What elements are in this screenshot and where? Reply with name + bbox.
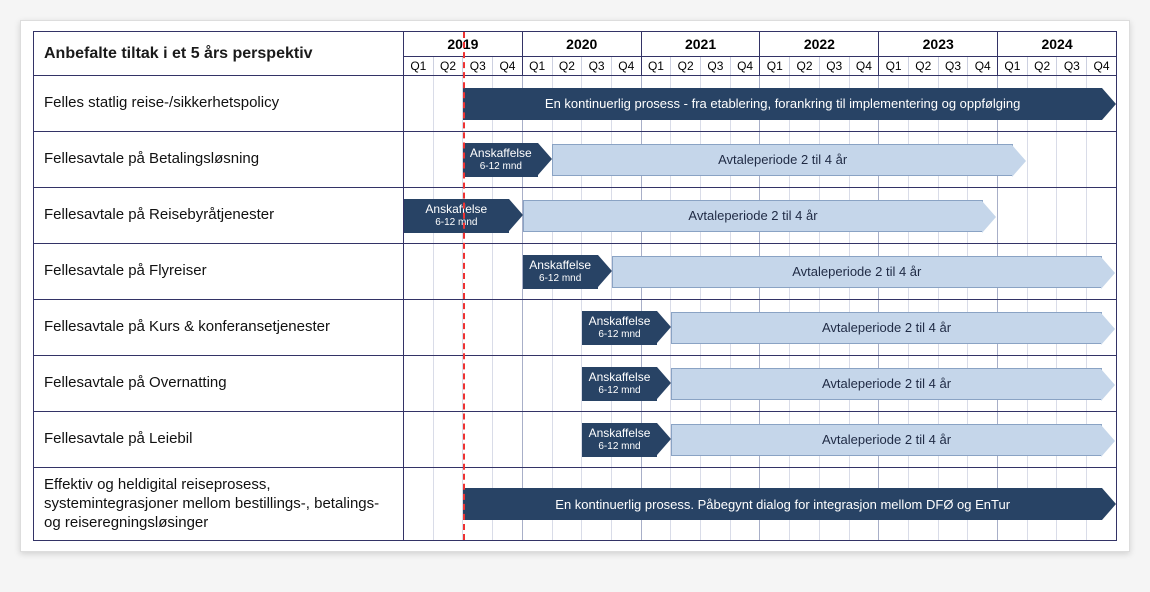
quarter-header: Q2 [434,57,464,75]
gantt-row: Fellesavtale på Kurs & konferansetjenest… [34,300,1116,356]
year-header: 2020 [523,32,642,56]
gantt-row-track: En kontinuerlig prosess. Påbegynt dialog… [404,468,1116,540]
gantt-bar-procurement: Anskaffelse6-12 mnd [404,199,509,233]
quarter-header: Q1 [760,57,790,75]
gantt-row-label: Felles statlig reise-/sikkerhetspolicy [34,76,404,131]
quarter-header: Q4 [493,57,523,75]
quarter-header: Q1 [404,57,434,75]
gantt-bar-contract: Avtaleperiode 2 til 4 år [671,424,1102,456]
quarter-header: Q4 [1087,57,1116,75]
gantt-row: Fellesavtale på LeiebilAnskaffelse6-12 m… [34,412,1116,468]
gantt-bar-contract: Avtaleperiode 2 til 4 år [523,200,984,232]
gantt-row: Fellesavtale på ReisebyråtjenesterAnskaf… [34,188,1116,244]
gantt-row-track: Anskaffelse6-12 mnd Avtaleperiode 2 til 4… [404,356,1116,411]
quarter-header: Q3 [820,57,850,75]
gantt-bar-contract: Avtaleperiode 2 til 4 år [671,368,1102,400]
gantt-row: Felles statlig reise-/sikkerhetspolicy En… [34,76,1116,132]
gantt-bar-procurement: Anskaffelse6-12 mnd [582,367,657,401]
gantt-row-track: Anskaffelse6-12 mnd Avtaleperiode 2 til 4… [404,300,1116,355]
quarter-header: Q2 [671,57,701,75]
quarter-header: Q1 [642,57,672,75]
quarter-header: Q2 [909,57,939,75]
gantt-row: Fellesavtale på FlyreiserAnskaffelse6-12… [34,244,1116,300]
gantt-row-track: Anskaffelse6-12 mnd Avtaleperiode 2 til 4… [404,188,1116,243]
gantt-bar-procurement: Anskaffelse6-12 mnd [463,143,538,177]
gantt-row-label: Fellesavtale på Betalingsløsning [34,132,404,187]
quarter-header: Q3 [463,57,493,75]
gantt-bar-procurement: Anskaffelse6-12 mnd [582,423,657,457]
gantt-row-label: Fellesavtale på Flyreiser [34,244,404,299]
gantt-row-label: Fellesavtale på Reisebyråtjenester [34,188,404,243]
quarter-header: Q3 [701,57,731,75]
year-header: 2022 [760,32,879,56]
gantt-bar-procurement: Anskaffelse6-12 mnd [582,311,657,345]
gantt-body: Felles statlig reise-/sikkerhetspolicy En… [34,76,1116,540]
gantt-title: Anbefalte tiltak i et 5 års perspektiv [34,32,404,75]
quarter-header: Q4 [968,57,998,75]
gantt-row-track: Anskaffelse6-12 mnd Avtaleperiode 2 til 4… [404,412,1116,467]
gantt-row: Fellesavtale på BetalingsløsningAnskaffe… [34,132,1116,188]
quarter-header: Q3 [582,57,612,75]
gantt-row-track: En kontinuerlig prosess - fra etablering… [404,76,1116,131]
gantt-bar-contract: Avtaleperiode 2 til 4 år [671,312,1102,344]
quarter-header: Q4 [731,57,761,75]
quarter-header: Q2 [790,57,820,75]
quarter-header: Q3 [939,57,969,75]
quarter-header: Q1 [879,57,909,75]
quarter-header: Q3 [1057,57,1087,75]
gantt-timescale: 201920202021202220232024 Q1Q2Q3Q4Q1Q2Q3Q… [404,32,1116,75]
year-header: 2023 [879,32,998,56]
year-header: 2019 [404,32,523,56]
year-header: 2021 [642,32,761,56]
quarter-header: Q4 [612,57,642,75]
quarter-header: Q2 [553,57,583,75]
quarter-header: Q1 [998,57,1028,75]
gantt-chart: Anbefalte tiltak i et 5 års perspektiv 2… [33,31,1117,541]
gantt-bar-contract: Avtaleperiode 2 til 4 år [612,256,1102,288]
gantt-row: Effektiv og heldigital reiseprosess, sys… [34,468,1116,540]
quarter-header: Q1 [523,57,553,75]
gantt-header: Anbefalte tiltak i et 5 års perspektiv 2… [34,32,1116,76]
gantt-row-label: Effektiv og heldigital reiseprosess, sys… [34,468,404,540]
gantt-bar-procurement: Anskaffelse6-12 mnd [523,255,598,289]
gantt-row-track: Anskaffelse6-12 mnd Avtaleperiode 2 til 4… [404,244,1116,299]
year-header: 2024 [998,32,1116,56]
gantt-card: Anbefalte tiltak i et 5 års perspektiv 2… [20,20,1130,552]
gantt-bar-contract: Avtaleperiode 2 til 4 år [552,144,1013,176]
gantt-row-track: Anskaffelse6-12 mnd Avtaleperiode 2 til 4… [404,132,1116,187]
gantt-row: Fellesavtale på OvernattingAnskaffelse6-… [34,356,1116,412]
quarter-header: Q2 [1028,57,1058,75]
gantt-bar-process: En kontinuerlig prosess. Påbegynt dialog… [463,488,1102,520]
quarter-header: Q4 [850,57,880,75]
gantt-bar-process: En kontinuerlig prosess - fra etablering… [463,88,1102,120]
gantt-row-label: Fellesavtale på Overnatting [34,356,404,411]
gantt-row-label: Fellesavtale på Leiebil [34,412,404,467]
gantt-row-label: Fellesavtale på Kurs & konferansetjenest… [34,300,404,355]
